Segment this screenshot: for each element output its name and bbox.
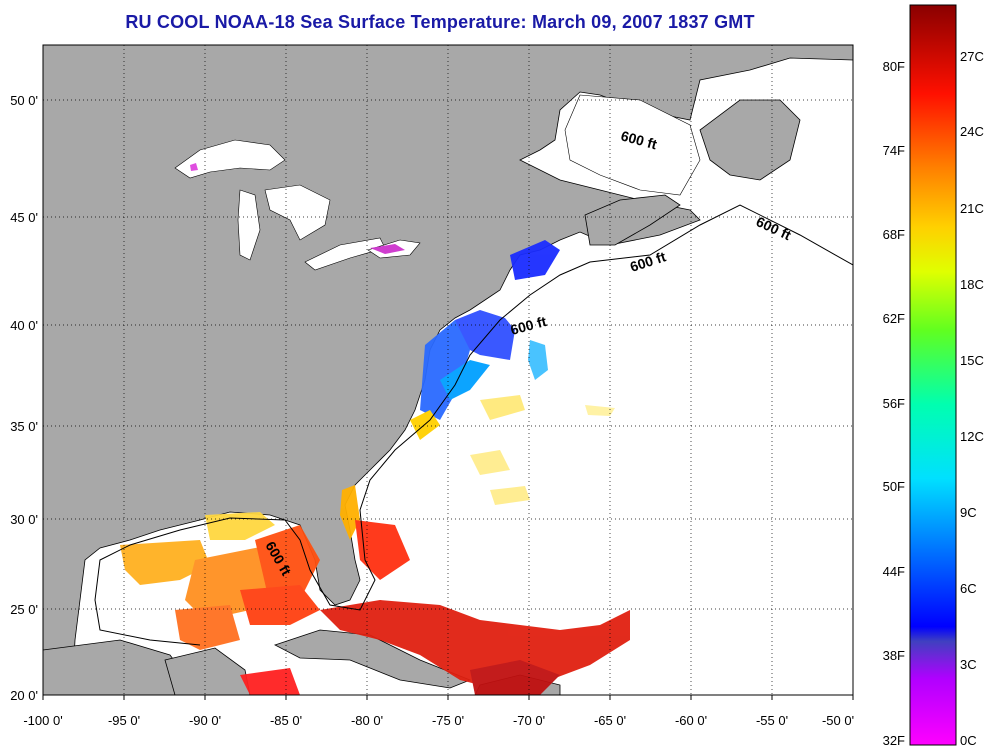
x-tick-label: -50 0' <box>822 713 854 728</box>
colorbar-c-label: 21C <box>960 201 984 216</box>
colorbar-f-label: 50F <box>883 479 905 494</box>
land-yucatan <box>43 639 201 695</box>
colorbar-c-label: 12C <box>960 429 984 444</box>
colorbar-f-label: 56F <box>883 396 905 411</box>
x-tick-label: -95 0' <box>108 713 140 728</box>
colorbar-f-label: 74F <box>883 143 905 158</box>
y-tick-label: 45 0' <box>10 210 38 225</box>
x-tick-label: -90 0' <box>189 713 221 728</box>
y-tick-label: 25 0' <box>10 602 38 617</box>
x-tick-label: -65 0' <box>594 713 626 728</box>
colorbar-c-label: 6C <box>960 581 977 596</box>
x-tick-label: -100 0' <box>23 713 62 728</box>
map-grid <box>43 45 853 695</box>
colorbar-c-label: 27C <box>960 49 984 64</box>
x-tick-label: -70 0' <box>513 713 545 728</box>
sst-overlay <box>120 163 630 695</box>
lake-huron <box>264 184 331 241</box>
contour-600ft <box>94 204 853 646</box>
gulf-st-lawrence <box>564 94 701 196</box>
y-tick-label: 50 0' <box>10 93 38 108</box>
y-tick-label: 30 0' <box>10 512 38 527</box>
x-tick-label: -80 0' <box>351 713 383 728</box>
colorbar-f-label: 44F <box>883 564 905 579</box>
colorbar-gradient <box>909 4 957 746</box>
colorbar-f-label: 38F <box>883 648 905 663</box>
colorbar-f-label: 62F <box>883 311 905 326</box>
colorbar-c-label: 18C <box>960 277 984 292</box>
y-tick-label: 40 0' <box>10 318 38 333</box>
colorbar-c-label: 3C <box>960 657 977 672</box>
map-title: RU COOL NOAA-18 Sea Surface Temperature:… <box>125 12 755 32</box>
land-cuba <box>273 629 472 689</box>
colorbar-c-label: 24C <box>960 124 984 139</box>
lake-michigan <box>237 189 261 261</box>
colorbar-f-label: 68F <box>883 227 905 242</box>
colorbar-f-label: 80F <box>883 59 905 74</box>
colorbar-c-label: 15C <box>960 353 984 368</box>
colorbar-c-label: 0C <box>960 733 977 748</box>
x-tick-marks <box>42 695 854 700</box>
land-newfoundland <box>699 99 801 181</box>
x-tick-label: -55 0' <box>756 713 788 728</box>
x-tick-label: -60 0' <box>675 713 707 728</box>
lake-superior <box>174 139 286 179</box>
land-nova-scotia <box>584 194 681 246</box>
x-tick-label: -75 0' <box>432 713 464 728</box>
colorbar-c-label: 9C <box>960 505 977 520</box>
x-tick-label: -85 0' <box>270 713 302 728</box>
y-tick-label: 20 0' <box>10 688 38 703</box>
y-tick-label: 35 0' <box>10 419 38 434</box>
colorbar-f-label: 32F <box>883 733 905 748</box>
